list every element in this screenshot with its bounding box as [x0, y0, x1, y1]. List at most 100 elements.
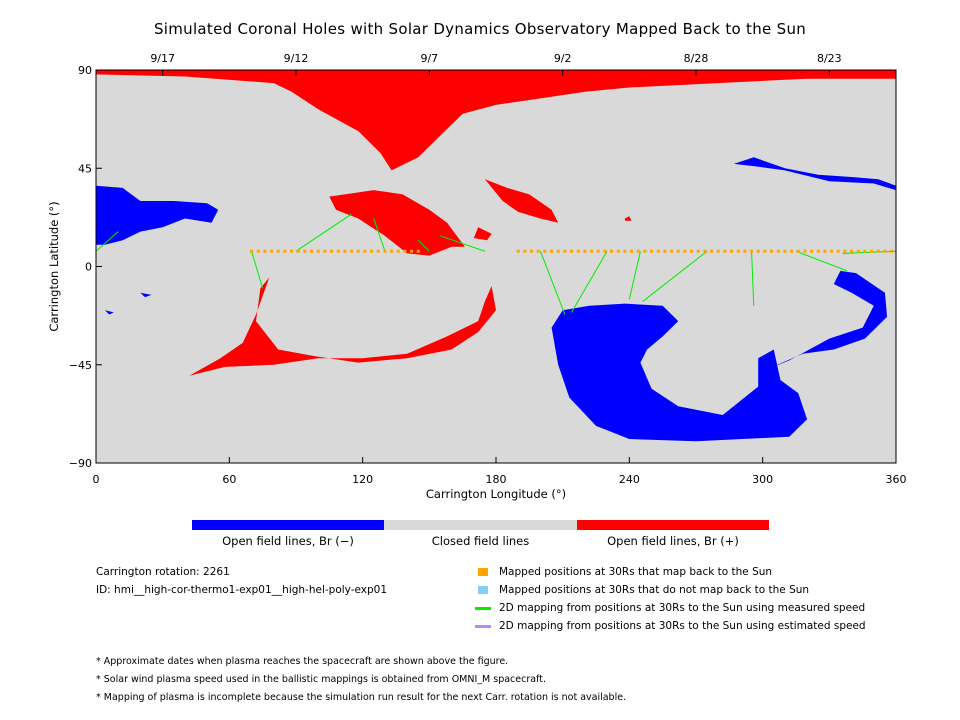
mapped-position-marker [723, 249, 727, 253]
mapped-position-marker [696, 249, 700, 253]
mapped-position-marker [670, 249, 674, 253]
mapped-position-marker [603, 249, 607, 253]
mapped-position-marker [750, 249, 754, 253]
mapped-position-marker [396, 249, 400, 253]
mapped-position-marker [303, 249, 307, 253]
mapped-position-marker [870, 249, 874, 253]
mapped-position-marker [796, 249, 800, 253]
mapped-position-marker [856, 249, 860, 253]
date-tick-label: 9/2 [554, 52, 572, 65]
mapped-position-marker [630, 249, 634, 253]
mapped-position-marker [363, 249, 367, 253]
mapped-position-marker [756, 249, 760, 253]
mapped-position-marker [263, 249, 267, 253]
x-tick-label: 60 [222, 473, 236, 486]
east-positive-patch [484, 179, 559, 223]
key-label-unmapped: Mapped positions at 30Rs that do not map… [499, 584, 810, 596]
y-tick-label: 45 [78, 162, 92, 175]
unmapped-marker-swatch [478, 586, 488, 594]
mapped-position-marker [643, 249, 647, 253]
note-dates: * Approximate dates when plasma reaches … [96, 656, 509, 667]
mapped-position-marker [663, 249, 667, 253]
colorbar-label-closed: Closed field lines [431, 534, 530, 548]
field-line [571, 250, 608, 313]
mapped-position-marker [276, 249, 280, 253]
mapped-position-marker [636, 249, 640, 253]
y-tick-label: −90 [69, 457, 92, 470]
mapped-position-marker [610, 249, 614, 253]
mapped-position-marker [710, 249, 714, 253]
northeast-negative-band [733, 157, 896, 191]
key-label-estimated: 2D mapping from positions at 30Rs to the… [499, 620, 866, 632]
x-tick-label: 300 [752, 473, 773, 486]
date-tick-label: 8/28 [684, 52, 709, 65]
date-tick-label: 8/23 [817, 52, 842, 65]
measured-speed-line-swatch [475, 607, 491, 610]
colorbar-label-positive: Open field lines, Br (+) [607, 534, 739, 548]
mapped-position-marker [390, 249, 394, 253]
mapped-position-marker [570, 249, 574, 253]
mapped-position-marker [683, 249, 687, 253]
mapped-position-marker [616, 249, 620, 253]
mapped-position-marker [310, 249, 314, 253]
mapped-position-marker [296, 249, 300, 253]
south-positive-hole [189, 277, 497, 376]
mapped-position-marker [656, 249, 660, 253]
x-tick-label: 240 [619, 473, 640, 486]
mapped-position-marker [356, 249, 360, 253]
mapped-position-marker [830, 249, 834, 253]
mapped-position-marker [863, 249, 867, 253]
key-label-measured: 2D mapping from positions at 30Rs to the… [499, 602, 866, 614]
carrington-rotation: Carrington rotation: 2261 [96, 566, 230, 578]
y-tick-label: 90 [78, 64, 92, 77]
mapped-position-marker [336, 249, 340, 253]
mapped-position-marker [316, 249, 320, 253]
mapped-position-marker [803, 249, 807, 253]
field-line [842, 250, 897, 254]
y-tick-label: 0 [85, 261, 92, 274]
mapped-position-marker [523, 249, 527, 253]
mapped-position-marker [703, 249, 707, 253]
date-tick-label: 9/7 [420, 52, 438, 65]
mapped-position-marker [843, 249, 847, 253]
date-tick-label: 9/17 [150, 52, 175, 65]
mapped-position-marker [376, 249, 380, 253]
mapped-position-marker [530, 249, 534, 253]
mapped-position-marker [890, 249, 894, 253]
mapped-positions [250, 249, 894, 253]
note-speed: * Solar wind plasma speed used in the ba… [96, 674, 546, 685]
mapped-position-marker [763, 249, 767, 253]
field-line [628, 251, 641, 300]
mapped-position-marker [590, 249, 594, 253]
mapped-position-marker [563, 249, 567, 253]
mapped-position-marker [410, 249, 414, 253]
mapped-position-marker [736, 249, 740, 253]
field-line [417, 239, 430, 252]
mapped-position-marker [596, 249, 600, 253]
mapped-position-marker [623, 249, 627, 253]
north-polar-positive-hole [96, 70, 896, 171]
mapped-position-marker [383, 249, 387, 253]
x-tick-label: 180 [486, 473, 507, 486]
mapped-position-marker [283, 249, 287, 253]
mapped-position-marker [536, 249, 540, 253]
field-line-mappings [95, 213, 897, 315]
axes: 0 60 120 180 240 300 360 90 45 0 −45 −90 9/17 9/12 9/7… [69, 52, 907, 486]
mapped-position-marker [883, 249, 887, 253]
colorbar-label-negative: Open field lines, Br (−) [222, 534, 354, 548]
colorbar [192, 520, 769, 530]
colorbar-open-negative [192, 520, 384, 530]
field-line [295, 213, 352, 252]
mapped-position-marker [556, 249, 560, 253]
tiny-negative-patch-1 [140, 292, 152, 298]
mapped-position-marker [543, 249, 547, 253]
mapped-position-marker [690, 249, 694, 253]
field-line [795, 250, 848, 272]
mapped-position-marker [323, 249, 327, 253]
mapped-position-marker [330, 249, 334, 253]
mapped-position-marker [250, 249, 254, 253]
y-axis-label: Carrington Latitude (°) [47, 201, 61, 331]
run-id: ID: hmi__high-cor-thermo1-exp01__high-he… [96, 584, 388, 596]
mapped-position-marker [550, 249, 554, 253]
mapped-position-marker [370, 249, 374, 253]
